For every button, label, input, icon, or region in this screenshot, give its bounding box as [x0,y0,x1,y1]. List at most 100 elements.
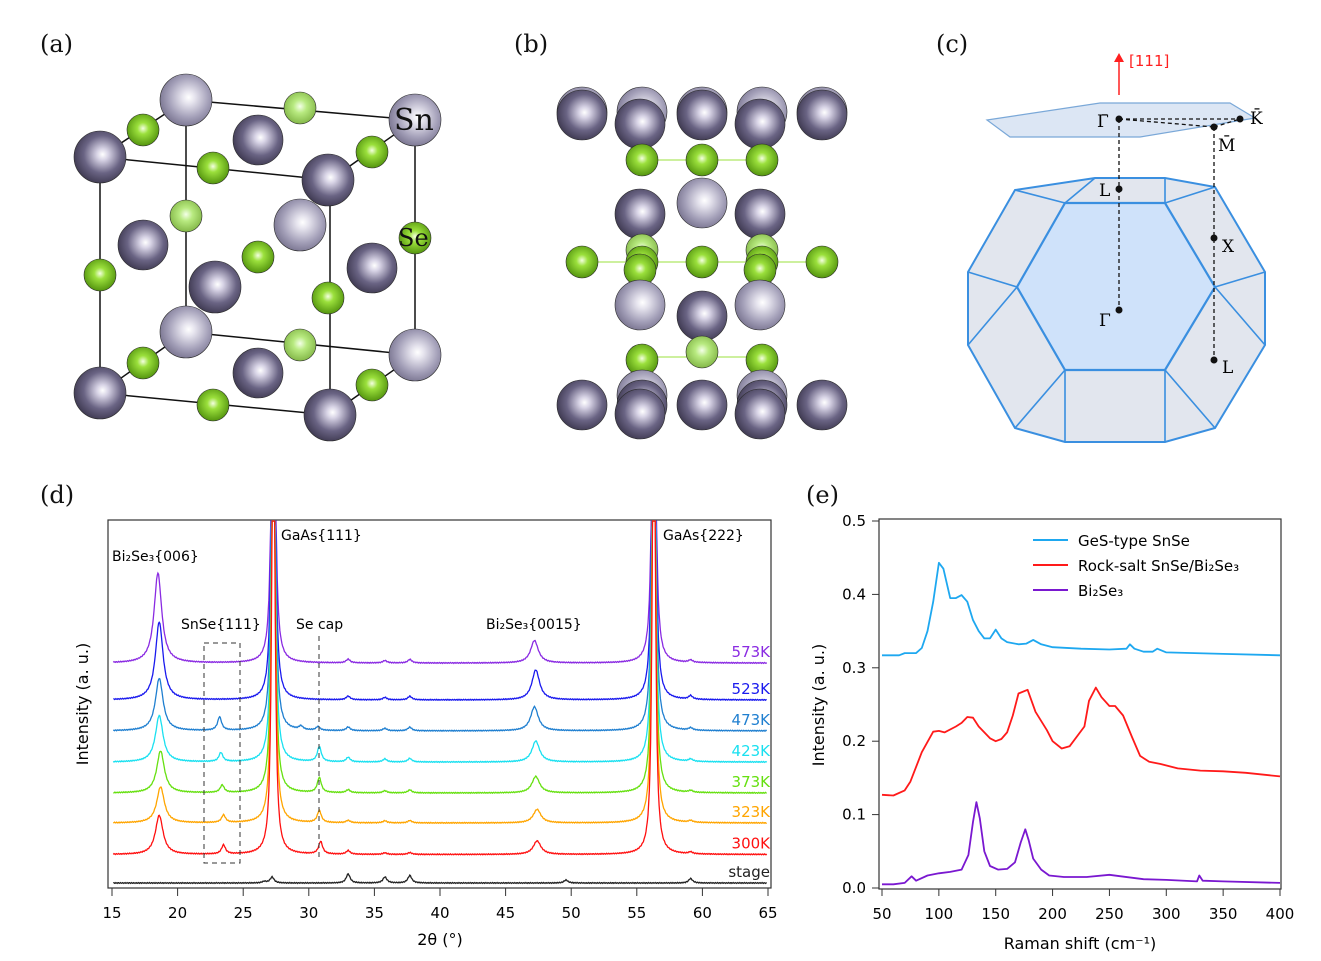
bz-edge [1014,189,1066,204]
y-tick-label: 0.1 [842,806,866,824]
x-tick-label: 25 [234,904,253,922]
raman-curve-1 [881,686,1281,797]
xrd-series-labels: 573K 523K 473K 423K 373K 323K 300K stage [728,643,771,881]
xrd-curve-300K [112,520,768,856]
x-tick-label: 65 [758,904,777,922]
bz-label-k-bar: K̄ [1250,107,1263,129]
se-label: Se [398,224,429,252]
xrd-chart: 15 20 25 30 35 40 45 50 55 60 65 Bi₂Se₃{006} SnSe{… [73,519,778,949]
xrd-curve-573K [112,520,768,665]
y-tick-label: 0.2 [842,732,866,750]
sn-atom [614,279,666,331]
annotation-se-cap: Se cap [296,617,343,633]
se-atom [685,143,719,177]
annotation-gaas-111: GaAs{111} [281,528,362,544]
bz-label-gamma: Γ [1099,311,1111,331]
bz-edge [1214,271,1266,288]
y-tick-label: 0.5 [842,512,866,530]
sn-atom [188,260,242,314]
bz-edge [1164,186,1216,204]
se-atom [283,91,317,125]
raman-x-axis-title: Raman shift (cm⁻¹) [1004,934,1157,953]
x-tick-label: 40 [430,904,449,922]
se-atom [685,245,719,279]
raman-legend: GeS-type SnSe Rock-salt SnSe/Bi₂Se₃ Bi₂Se₃ [1033,532,1239,600]
sn-atom [346,242,398,294]
xrd-curve-423K [112,520,768,764]
arrow-head-icon [1114,53,1124,62]
xrd-plot-frame [107,519,772,889]
bz-point [1210,123,1218,131]
sn-atom [614,98,666,150]
sn-atom [301,153,355,207]
se-atom [398,221,432,255]
se-atom [241,240,275,274]
sn-atom [796,89,848,141]
se-atom [355,135,389,169]
sn-atom [614,388,666,440]
x-tick-label: 400 [1266,905,1295,923]
series-label-323K: 323K [732,803,772,821]
y-tick-label: 0.3 [842,659,866,677]
se-atom [745,143,779,177]
bz-edge [1164,369,1216,429]
bz-label-gamma-bar: Γ̄ [1097,112,1109,132]
se-atom [83,258,117,292]
x-tick-label: 15 [102,904,121,922]
se-atom [126,346,160,380]
x-tick-label: 50 [562,904,581,922]
x-tick-label: 50 [872,905,891,923]
se-atom [565,245,599,279]
x-tick-label: 20 [168,904,187,922]
layered-structure [556,86,848,440]
x-tick-label: 250 [1095,905,1124,923]
series-label-373K: 373K [732,773,772,791]
xrd-curves [112,520,768,885]
direction-label: [111] [1129,52,1169,70]
bz-point-labels: Γ̄ K̄ M̄ L X Γ L [1097,107,1263,378]
dashed-projection [1213,118,1241,128]
bz-label-m-bar: M̄ [1218,134,1235,156]
raman-ticks: 50 100 150 200 250 300 350 400 0.0 0.1 0.2 0.3 0.4 0.… [842,512,1294,923]
bz-label-l-top: L [1099,181,1110,201]
sn-atom [117,219,169,271]
bz-point [1115,306,1123,314]
x-tick-label: 150 [981,905,1010,923]
sn-atom [73,366,127,420]
panel-label-c: (c) [936,30,968,58]
se-atom [283,328,317,362]
x-tick-label: 200 [1038,905,1067,923]
se-atom [685,335,719,369]
raman-curve-2 [882,801,1281,886]
y-tick-label: 0.0 [842,879,866,897]
sn-atom [676,177,728,229]
se-atom [126,113,160,147]
se-atom [625,143,659,177]
legend-entry: Rock-salt SnSe/Bi₂Se₃ [1078,557,1239,575]
panel-label-a: (a) [40,30,73,58]
bz-point [1210,234,1218,242]
series-label-473K: 473K [732,711,772,729]
y-tick-label: 0.4 [842,585,866,603]
bz-edge [1064,177,1096,204]
raman-curve-0 [882,561,1281,657]
panel-labels: (a) (b) (c) (d) (e) [40,30,968,509]
bz-label-x: X [1222,237,1235,257]
bz-point [1115,185,1123,193]
x-tick-label: 45 [496,904,515,922]
sn-atom [734,188,786,240]
bz-edge [967,271,1018,288]
xrd-curve-523K [113,520,767,702]
sn-atom [556,379,608,431]
sn-label: Sn [394,103,434,138]
sn-atom [734,388,786,440]
se-atom [169,199,203,233]
x-tick-label: 100 [925,905,954,923]
bz-point [1210,356,1218,364]
sn-atom [734,279,786,331]
se-atom [311,281,345,315]
panel-label-e: (e) [806,481,839,509]
sn-atom [556,89,608,141]
se-atom [805,245,839,279]
dashed-projection [1118,118,1215,128]
